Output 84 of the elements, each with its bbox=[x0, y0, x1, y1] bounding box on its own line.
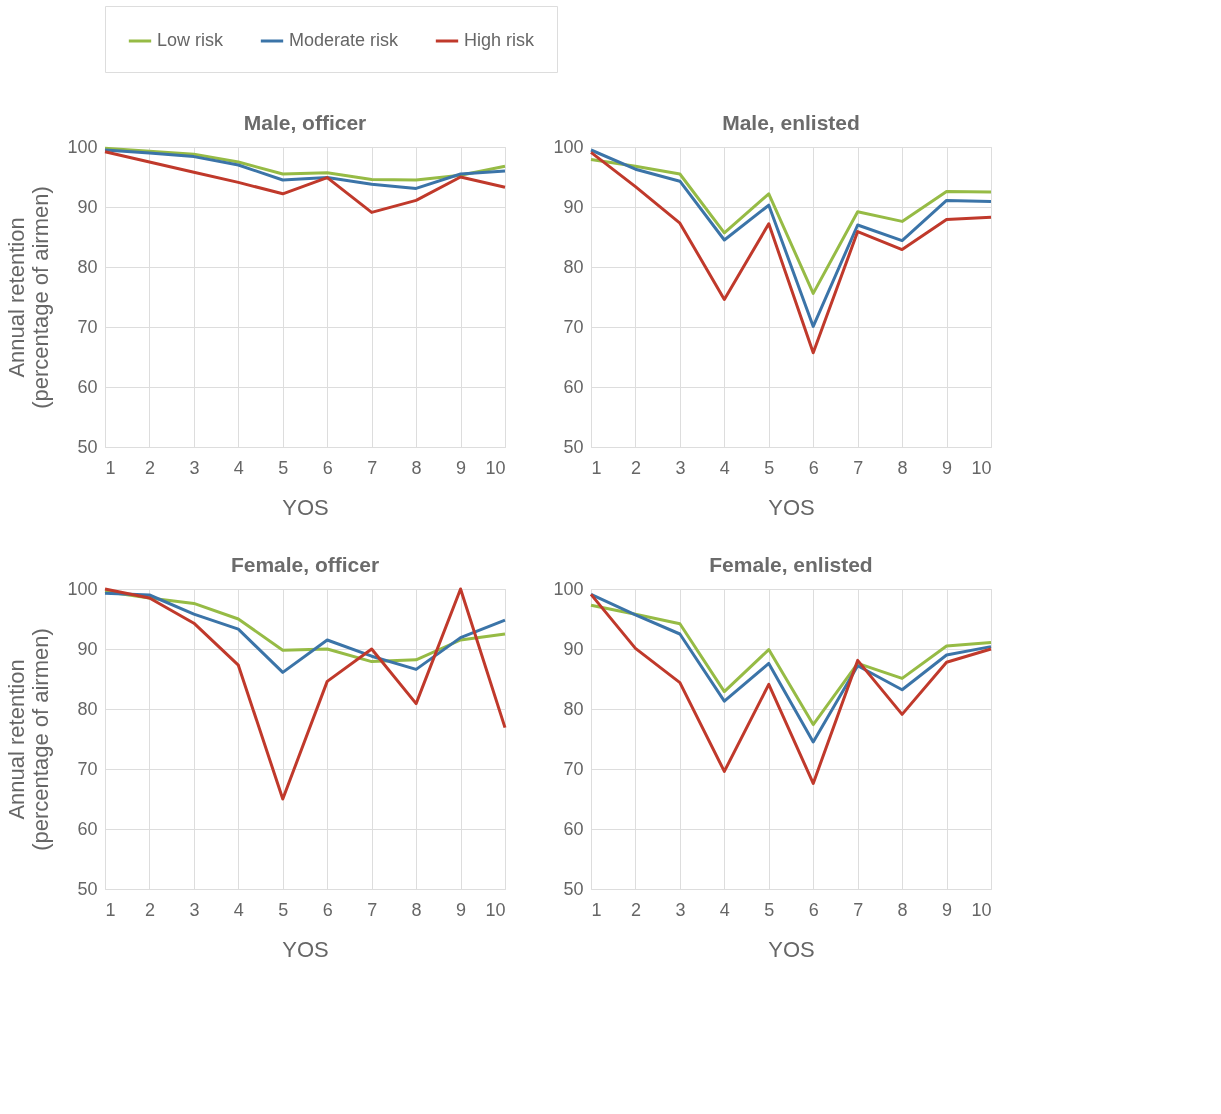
x-tick-label: 8 bbox=[411, 899, 422, 920]
y-tick-label: 80 bbox=[77, 698, 98, 719]
line-series bbox=[103, 587, 507, 801]
x-tick-label: 6 bbox=[322, 457, 333, 478]
chart-title: Male, enlisted bbox=[722, 111, 860, 134]
y-tick-label: 70 bbox=[563, 316, 584, 337]
y-tick-label: 50 bbox=[77, 878, 98, 899]
x-tick-label: 3 bbox=[189, 457, 200, 478]
x-tick-label: 7 bbox=[853, 899, 864, 920]
x-tick-label: 2 bbox=[630, 899, 641, 920]
y-tick-label: 90 bbox=[77, 196, 98, 217]
chart-title: Female, officer bbox=[230, 553, 380, 576]
y-tick-label: 90 bbox=[563, 638, 584, 659]
y-tick-label: 60 bbox=[77, 818, 98, 839]
chart-title: Female, enlisted bbox=[709, 553, 873, 576]
y-tick-label: 70 bbox=[563, 758, 584, 779]
y-tick-label: 100 bbox=[67, 578, 98, 599]
x-tick-label: 4 bbox=[719, 899, 730, 920]
line-series bbox=[589, 592, 993, 785]
x-tick-label: 8 bbox=[897, 899, 908, 920]
x-tick-label: 1 bbox=[591, 457, 602, 478]
x-tick-label: 9 bbox=[456, 899, 467, 920]
x-axis-title: YOS bbox=[768, 494, 815, 520]
y-axis-title: Annual retention (percentage of airmen) bbox=[4, 628, 54, 851]
x-tick-label: 10 bbox=[485, 457, 506, 478]
line-series bbox=[103, 150, 507, 214]
y-tick-label: 50 bbox=[563, 878, 584, 899]
legend-label: Low risk bbox=[157, 30, 225, 50]
legend-label: High risk bbox=[464, 30, 536, 50]
y-tick-label: 80 bbox=[563, 256, 584, 277]
x-tick-label: 6 bbox=[808, 457, 819, 478]
x-tick-label: 3 bbox=[189, 899, 200, 920]
y-tick-label: 90 bbox=[563, 196, 584, 217]
y-tick-label: 60 bbox=[563, 376, 584, 397]
x-tick-label: 10 bbox=[971, 899, 992, 920]
x-tick-label: 5 bbox=[764, 899, 775, 920]
x-tick-label: 6 bbox=[808, 899, 819, 920]
y-tick-label: 80 bbox=[563, 698, 584, 719]
x-tick-label: 2 bbox=[630, 457, 641, 478]
y-tick-label: 90 bbox=[77, 638, 98, 659]
x-tick-label: 10 bbox=[971, 457, 992, 478]
y-tick-label: 100 bbox=[553, 578, 584, 599]
x-axis-title: YOS bbox=[282, 936, 329, 962]
x-tick-label: 7 bbox=[367, 899, 378, 920]
line-series bbox=[589, 603, 993, 727]
line-series bbox=[103, 148, 507, 190]
x-axis-title: YOS bbox=[282, 494, 329, 520]
x-tick-label: 2 bbox=[144, 457, 155, 478]
y-tick-label: 60 bbox=[563, 818, 584, 839]
x-tick-label: 2 bbox=[144, 899, 155, 920]
y-tick-label: 100 bbox=[553, 136, 584, 157]
y-axis-title: Annual retention (percentage of airmen) bbox=[4, 186, 54, 409]
x-tick-label: 1 bbox=[591, 899, 602, 920]
x-tick-label: 4 bbox=[233, 457, 244, 478]
chart-title: Male, officer bbox=[243, 111, 367, 134]
x-tick-label: 3 bbox=[675, 899, 686, 920]
y-tick-label: 80 bbox=[77, 256, 98, 277]
x-tick-label: 8 bbox=[411, 457, 422, 478]
y-tick-label: 100 bbox=[67, 136, 98, 157]
x-tick-label: 5 bbox=[278, 457, 289, 478]
x-tick-label: 7 bbox=[853, 457, 864, 478]
x-tick-label: 1 bbox=[105, 899, 116, 920]
y-tick-label: 70 bbox=[77, 758, 98, 779]
y-tick-label: 50 bbox=[77, 436, 98, 457]
x-axis-title: YOS bbox=[768, 936, 815, 962]
line-series bbox=[589, 158, 993, 295]
y-tick-label: 50 bbox=[563, 436, 584, 457]
y-tick-label: 70 bbox=[77, 316, 98, 337]
legend-label: Moderate risk bbox=[289, 30, 400, 50]
x-tick-label: 6 bbox=[322, 899, 333, 920]
x-tick-label: 9 bbox=[942, 899, 953, 920]
x-tick-label: 9 bbox=[942, 457, 953, 478]
x-tick-label: 7 bbox=[367, 457, 378, 478]
x-tick-label: 4 bbox=[719, 457, 730, 478]
x-tick-label: 5 bbox=[764, 457, 775, 478]
x-tick-label: 4 bbox=[233, 899, 244, 920]
y-tick-label: 60 bbox=[77, 376, 98, 397]
x-tick-label: 3 bbox=[675, 457, 686, 478]
x-tick-label: 10 bbox=[485, 899, 506, 920]
x-tick-label: 9 bbox=[456, 457, 467, 478]
x-tick-label: 8 bbox=[897, 457, 908, 478]
line-series bbox=[589, 592, 993, 744]
x-tick-label: 1 bbox=[105, 457, 116, 478]
x-tick-label: 5 bbox=[278, 899, 289, 920]
